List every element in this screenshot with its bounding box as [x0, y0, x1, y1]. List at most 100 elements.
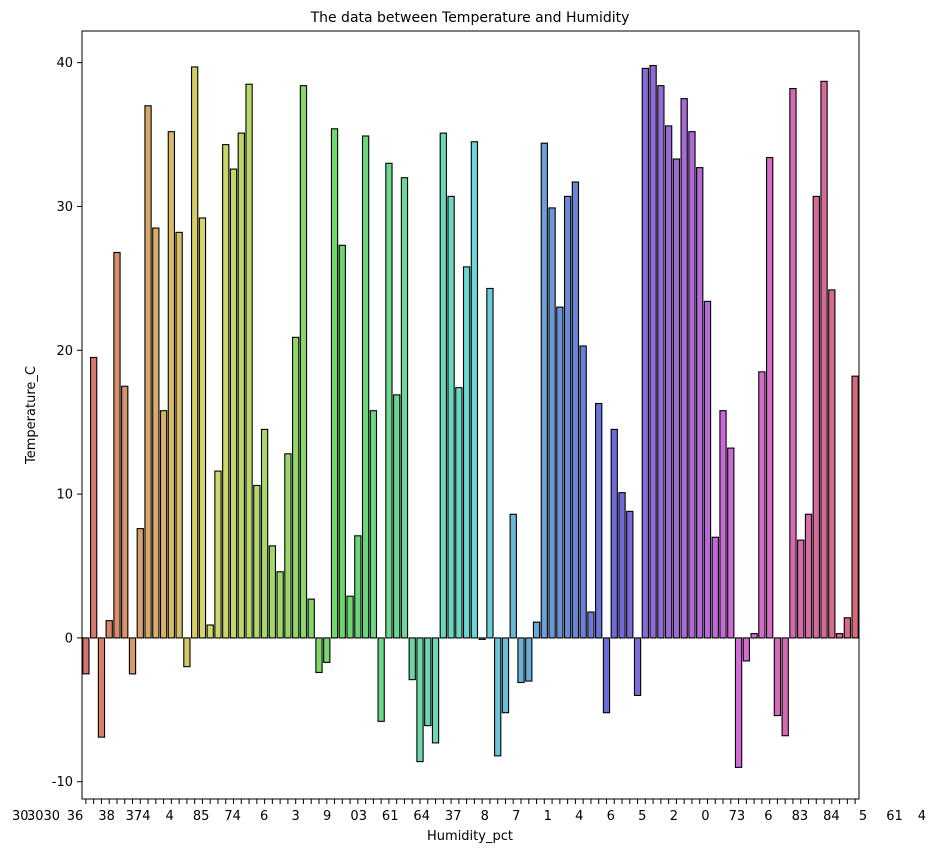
bar — [152, 227, 160, 639]
bar — [424, 637, 432, 727]
bar — [245, 83, 253, 639]
x-tick-label: 38 — [98, 809, 115, 824]
bar — [377, 637, 385, 722]
bar — [447, 195, 455, 639]
bar — [354, 535, 362, 639]
bar — [703, 300, 712, 639]
chart-title: The data between Temperature and Humidit… — [310, 10, 630, 26]
bar — [540, 142, 548, 639]
bar — [292, 336, 300, 639]
bar — [851, 375, 859, 639]
bar — [727, 447, 735, 639]
x-tick-label: 37 — [445, 809, 462, 824]
y-tick-label: 30 — [56, 200, 73, 215]
bar — [758, 371, 766, 639]
bar — [688, 131, 696, 639]
bar — [595, 402, 603, 639]
x-tick-label: 64 — [413, 809, 430, 824]
bar — [315, 637, 323, 673]
bar — [587, 611, 595, 639]
x-tick-label: 8 — [481, 809, 489, 824]
bar — [649, 64, 657, 639]
bar — [346, 595, 354, 639]
bar — [470, 141, 479, 639]
bar — [664, 125, 673, 639]
bar — [361, 135, 370, 639]
bar — [299, 85, 308, 639]
bar — [400, 177, 409, 639]
bar — [284, 453, 292, 639]
bar — [719, 410, 727, 639]
bar — [222, 144, 230, 639]
bar — [618, 492, 626, 639]
bar — [416, 637, 424, 763]
bar — [486, 287, 494, 639]
plot-frame — [81, 30, 860, 800]
bar — [478, 637, 486, 640]
bar — [525, 637, 533, 682]
bar — [307, 598, 315, 639]
x-tick-label: 5 — [638, 809, 646, 824]
bar — [183, 637, 191, 668]
bar — [167, 131, 176, 639]
bar — [198, 217, 207, 639]
bar — [789, 87, 797, 639]
x-tick-label: 30. — [12, 809, 33, 824]
bar — [206, 624, 214, 639]
x-tick-label: 74 — [224, 809, 241, 824]
bar — [812, 195, 820, 639]
plot-area — [82, 31, 859, 799]
bar — [462, 266, 471, 639]
bar — [369, 410, 378, 639]
bar — [439, 132, 447, 639]
y-tick-label: -10 — [52, 775, 73, 790]
bar — [579, 345, 587, 639]
bar — [626, 510, 634, 639]
bar — [501, 637, 510, 714]
bar — [330, 128, 339, 639]
x-tick-label: 6 — [607, 809, 615, 824]
bar — [773, 637, 782, 717]
bar — [509, 513, 517, 639]
x-tick-label: 0 — [701, 809, 709, 824]
y-tick-label: 40 — [56, 56, 73, 71]
bars-group — [82, 64, 859, 768]
bar — [797, 539, 805, 639]
x-tick-label: 374 — [126, 809, 151, 824]
bar — [696, 167, 704, 639]
bar — [144, 105, 152, 639]
x-tick-label: 84 — [823, 809, 840, 824]
bar — [742, 637, 750, 662]
bar — [385, 162, 393, 639]
bar — [672, 158, 681, 639]
x-tick-label: 4 — [165, 809, 173, 824]
bar — [191, 66, 199, 639]
bar — [121, 385, 129, 639]
bar — [828, 289, 836, 639]
bar — [159, 410, 168, 639]
x-tick-label: 73 — [729, 809, 746, 824]
bar — [563, 195, 572, 639]
bar — [734, 637, 743, 768]
bar — [532, 621, 541, 639]
bar — [408, 637, 416, 681]
bar — [680, 98, 688, 639]
bar — [128, 637, 137, 675]
x-tick-label: 4 — [918, 809, 926, 824]
x-tick-label: 5 — [859, 809, 867, 824]
bar — [711, 536, 719, 639]
bar — [804, 513, 813, 639]
x-tick-label: 6 — [260, 809, 268, 824]
bar — [610, 428, 618, 639]
bar — [494, 637, 502, 757]
x-tick-label: 7 — [512, 809, 520, 824]
bar — [214, 470, 222, 639]
bar — [237, 132, 245, 639]
bar — [268, 545, 277, 639]
y-axis-ticks: -10 0 10 20 30 40 — [52, 56, 82, 790]
x-tick-label: 3030 — [27, 809, 60, 824]
x-tick-label: 03 — [350, 809, 367, 824]
x-axis-ticks: 30.3030 36 38 374 4 85 74 6 3 9 03 61 64 37 8 7 1 4 6 5 2 0 73… — [12, 799, 926, 824]
bar — [835, 633, 844, 639]
